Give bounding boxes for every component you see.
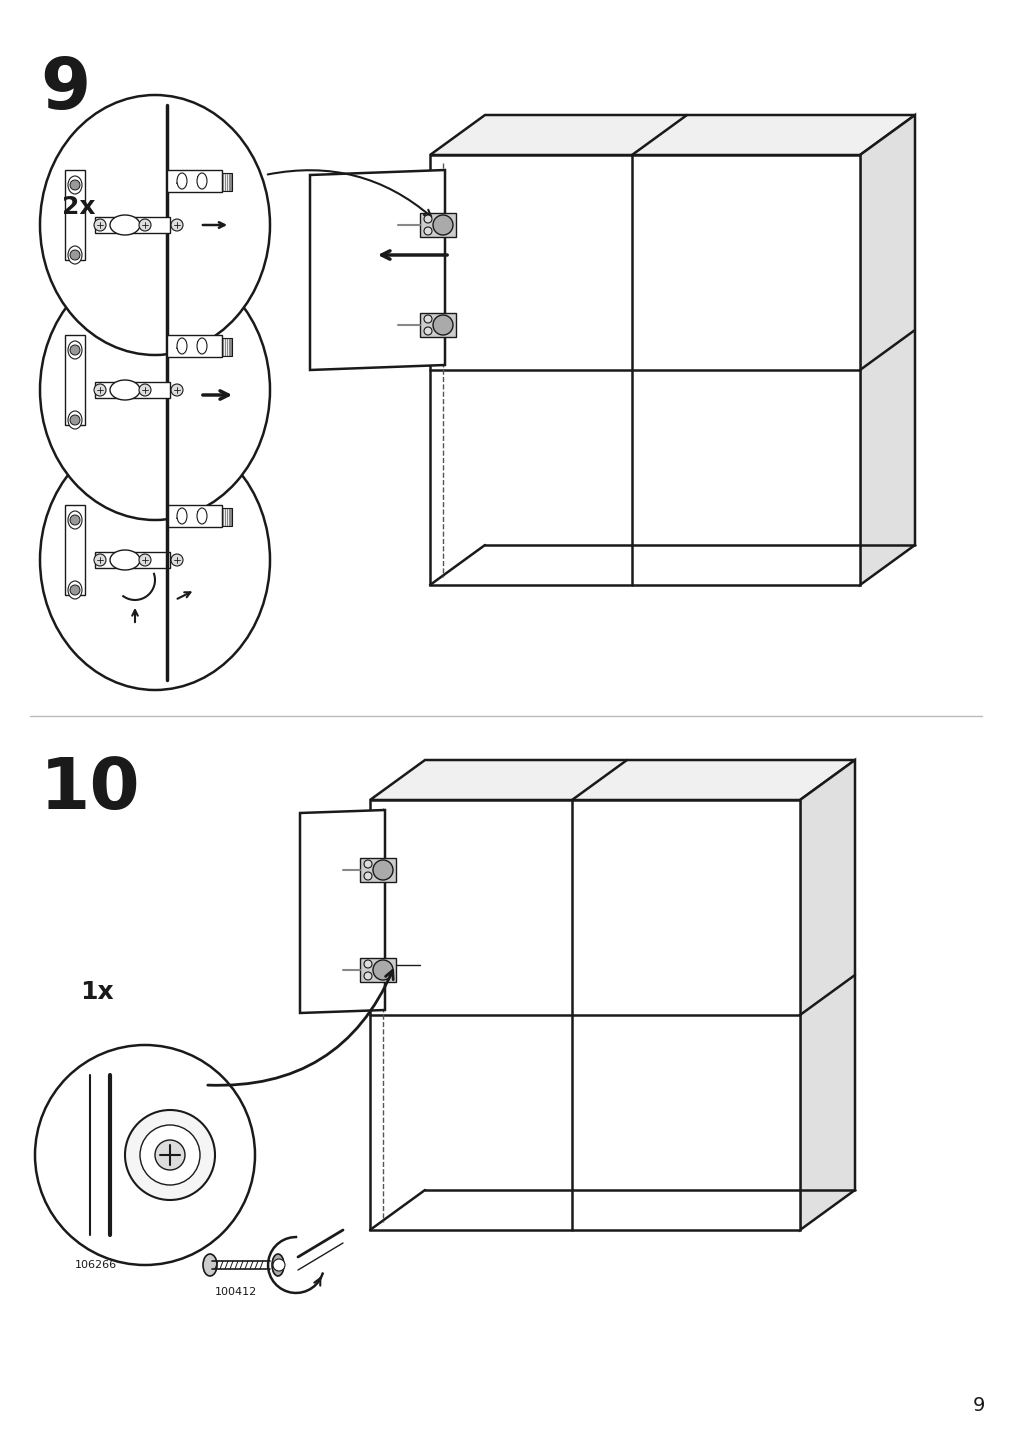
Polygon shape (430, 155, 859, 586)
Polygon shape (370, 800, 800, 1230)
Polygon shape (370, 760, 854, 800)
Circle shape (70, 345, 80, 355)
Text: B: B (195, 511, 202, 521)
Text: A: A (176, 341, 182, 351)
Text: 100412: 100412 (214, 1287, 257, 1297)
Circle shape (171, 554, 183, 566)
Circle shape (70, 415, 80, 425)
Circle shape (125, 1110, 214, 1200)
Bar (167, 335, 221, 357)
Polygon shape (309, 170, 445, 369)
Ellipse shape (68, 341, 82, 359)
Circle shape (364, 959, 372, 968)
Circle shape (140, 1126, 200, 1186)
Bar (360, 958, 395, 982)
Circle shape (424, 315, 432, 324)
Circle shape (139, 384, 151, 397)
Ellipse shape (197, 338, 207, 354)
Text: B: B (195, 341, 202, 351)
Ellipse shape (68, 411, 82, 430)
Circle shape (364, 872, 372, 881)
Ellipse shape (177, 173, 187, 189)
Bar (420, 213, 456, 238)
Ellipse shape (68, 581, 82, 599)
Circle shape (155, 1140, 185, 1170)
Ellipse shape (110, 550, 140, 570)
Ellipse shape (68, 511, 82, 528)
Ellipse shape (68, 246, 82, 263)
Bar (65, 335, 85, 425)
Polygon shape (299, 811, 384, 1012)
Circle shape (373, 861, 392, 881)
Circle shape (364, 972, 372, 979)
Bar (420, 314, 456, 337)
Bar (221, 173, 232, 190)
Circle shape (379, 961, 386, 969)
Ellipse shape (197, 508, 207, 524)
Bar (167, 170, 221, 192)
Text: 1x: 1x (80, 979, 113, 1004)
Circle shape (139, 219, 151, 231)
FancyArrowPatch shape (207, 971, 393, 1085)
Circle shape (94, 219, 106, 231)
Bar (95, 551, 170, 569)
Polygon shape (800, 760, 854, 1230)
Circle shape (70, 251, 80, 261)
Ellipse shape (40, 95, 270, 355)
Circle shape (70, 586, 80, 596)
Ellipse shape (110, 215, 140, 235)
Bar (95, 218, 170, 233)
Text: 9: 9 (40, 54, 90, 125)
Circle shape (424, 228, 432, 235)
FancyArrowPatch shape (268, 170, 431, 216)
Circle shape (433, 315, 453, 335)
Ellipse shape (177, 508, 187, 524)
Circle shape (171, 384, 183, 397)
Bar (360, 858, 395, 882)
Circle shape (70, 180, 80, 190)
Text: 106266: 106266 (75, 1260, 117, 1270)
Bar (221, 338, 232, 357)
Text: A: A (176, 176, 182, 186)
Circle shape (364, 861, 372, 868)
Ellipse shape (177, 338, 187, 354)
Text: A: A (176, 511, 182, 521)
Bar (65, 170, 85, 261)
Text: 10: 10 (40, 755, 141, 823)
Bar (221, 508, 232, 526)
Ellipse shape (197, 173, 207, 189)
Circle shape (35, 1045, 255, 1264)
Circle shape (94, 554, 106, 566)
Circle shape (273, 1259, 285, 1272)
Circle shape (70, 516, 80, 526)
Ellipse shape (40, 261, 270, 520)
Text: 9: 9 (972, 1396, 984, 1415)
Text: B: B (195, 176, 202, 186)
Circle shape (139, 554, 151, 566)
Ellipse shape (272, 1254, 284, 1276)
Bar (167, 505, 221, 527)
Ellipse shape (203, 1254, 216, 1276)
Bar (95, 382, 170, 398)
Circle shape (373, 959, 392, 979)
Circle shape (433, 215, 453, 235)
Circle shape (171, 219, 183, 231)
Text: 2x: 2x (62, 195, 95, 219)
Ellipse shape (40, 430, 270, 690)
Ellipse shape (68, 176, 82, 193)
Circle shape (94, 384, 106, 397)
Polygon shape (859, 115, 914, 586)
Ellipse shape (110, 379, 140, 400)
Circle shape (424, 215, 432, 223)
Polygon shape (430, 115, 914, 155)
Circle shape (424, 326, 432, 335)
Bar (65, 505, 85, 596)
